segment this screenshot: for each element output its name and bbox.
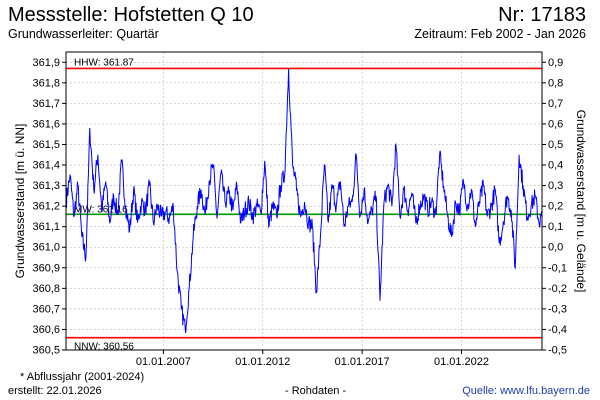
y2-tick-label: 0,2 bbox=[548, 201, 563, 213]
y2-tick-label: 0,1 bbox=[548, 221, 563, 233]
y-tick-label: 360,5 bbox=[32, 345, 60, 357]
period-label: Zeitraum: Feb 2002 - Jan 2026 bbox=[414, 27, 586, 41]
y2-tick-label: -0,2 bbox=[548, 283, 567, 295]
y2-tick-label: -0,5 bbox=[548, 345, 567, 357]
reference-label-mean: MW: 361.16 bbox=[74, 204, 128, 215]
y-tick-label: 361,0 bbox=[32, 242, 60, 254]
series-layer bbox=[65, 68, 543, 333]
y2-tick-label: 0,0 bbox=[548, 242, 563, 254]
y-axis-label: Grundwasserstand [m ü. NN] bbox=[13, 124, 27, 279]
y-tick-label: 360,9 bbox=[32, 262, 60, 274]
station-title: Messstelle: Hofstetten Q 10 bbox=[8, 4, 254, 26]
y-tick-label: 360,6 bbox=[32, 324, 60, 336]
y2-axis-label: Grundwasserstand [m u. Gelände] bbox=[574, 110, 588, 293]
y-tick-label: 361,4 bbox=[32, 160, 60, 172]
y2-tick-label: -0,1 bbox=[548, 262, 567, 274]
y2-tick-label: 0,5 bbox=[548, 139, 563, 151]
y2-tick-label: 0,9 bbox=[548, 57, 563, 69]
y-tick-label: 361,6 bbox=[32, 118, 60, 130]
reference-lines: HHW: 361.87 MW: 361.16 NNW: 360.56 bbox=[66, 57, 542, 353]
created-date: erstellt: 22.01.2026 bbox=[8, 385, 102, 397]
raw-data-label: - Rohdaten - bbox=[285, 385, 347, 397]
y2-tick-label: 0,8 bbox=[548, 77, 563, 89]
groundwater-series-line bbox=[65, 68, 543, 333]
y-tick-label: 361,1 bbox=[32, 221, 60, 233]
plot-frame bbox=[65, 51, 543, 351]
y-tick-label: 361,3 bbox=[32, 180, 60, 192]
y-tick-label: 361,8 bbox=[32, 77, 60, 89]
y-tick-label: 361,2 bbox=[32, 201, 60, 213]
y-tick-label: 361,7 bbox=[32, 98, 60, 110]
x-tick-label: 01.01.2012 bbox=[235, 356, 290, 368]
x-tick-label: 01.01.2022 bbox=[434, 356, 489, 368]
y-tick-label: 361,9 bbox=[32, 57, 60, 69]
station-number: Nr: 17183 bbox=[498, 4, 586, 26]
x-tick-label: 01.01.2017 bbox=[335, 356, 390, 368]
y2-tick-label: 0,4 bbox=[548, 160, 563, 172]
y2-tick-label: -0,3 bbox=[548, 303, 567, 315]
aquifer-label: Grundwasserleiter: Quartär bbox=[8, 27, 159, 41]
reference-label-max: HHW: 361.87 bbox=[74, 57, 134, 68]
y-tick-label: 360,7 bbox=[32, 303, 60, 315]
y-tick-label: 360,8 bbox=[32, 283, 60, 295]
source-link[interactable]: Quelle: www.lfu.bayern.de bbox=[462, 385, 590, 397]
reference-label-min: NNW: 360.56 bbox=[74, 342, 134, 353]
y2-tick-label: 0,3 bbox=[548, 180, 563, 192]
plot-area bbox=[66, 52, 542, 350]
y2-tick-label: 0,7 bbox=[548, 98, 563, 110]
x-tick-label: 01.01.2007 bbox=[136, 356, 191, 368]
axes: 360,5 -0,5 360,6 -0,4 360,7 -0,3 360,8 -0,2 360,… bbox=[13, 57, 588, 368]
y-tick-label: 361,5 bbox=[32, 139, 60, 151]
y2-tick-label: 0,6 bbox=[548, 118, 563, 130]
hydrological-year-note: * Abflussjahr (2001-2024) bbox=[20, 371, 145, 383]
y2-tick-label: -0,4 bbox=[548, 324, 567, 336]
